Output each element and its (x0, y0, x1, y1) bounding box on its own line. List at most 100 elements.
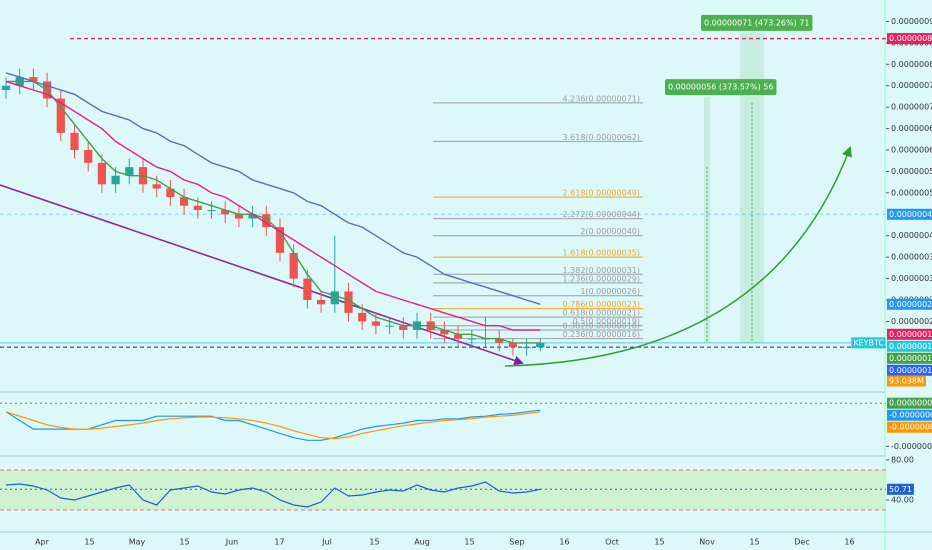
candle-body (262, 214, 271, 228)
candle-body (111, 175, 120, 185)
candle-body (152, 184, 161, 189)
x-tick-label: Jun (225, 538, 239, 547)
price-label-bg (887, 421, 932, 433)
price-label: 0.00000024 (889, 300, 932, 309)
price-label-bg (887, 483, 914, 495)
trend-line (0, 184, 524, 366)
candle-body (371, 321, 381, 326)
candle-body (193, 205, 202, 210)
symbol-label: KEYBTC (853, 338, 884, 347)
price-label-bg (887, 298, 932, 310)
fib-label: 1(0.00000026) (580, 287, 640, 296)
candle-body (453, 334, 463, 339)
candle-body (385, 325, 394, 327)
candle-body (358, 312, 367, 322)
candle-body (56, 98, 65, 133)
fib-label: 1.382(0.00000031) (563, 266, 641, 275)
candle-body (399, 325, 408, 330)
price-label: -0.00000001 (889, 411, 932, 420)
candle-body (495, 338, 504, 343)
x-tick-label: Nov (699, 538, 715, 547)
candle-body (207, 210, 216, 211)
fib-label: 1.618(0.00000035) (563, 249, 641, 258)
x-tick-label: 15 (464, 538, 474, 547)
candle-body (522, 347, 531, 349)
indicator-line (5, 411, 541, 440)
fib-label: 0.786(0.00000023) (563, 300, 641, 309)
price-label-bg (887, 364, 932, 376)
candle-body (29, 77, 38, 82)
price-label: 0.00000013 (889, 366, 932, 375)
x-tick-label: Oct (605, 538, 619, 547)
fib-label: 0.5(0.00000019) (573, 317, 640, 326)
price-label-bg (887, 208, 932, 220)
price-label: 0.00000014 (889, 354, 932, 363)
price-label: 0.00000086 (889, 34, 932, 43)
candle-body (70, 132, 79, 150)
candle-body (221, 210, 230, 215)
volume-label-bg (887, 375, 926, 387)
x-tick-label: 15 (179, 538, 189, 547)
moving-average (5, 80, 541, 331)
candle-body (467, 338, 476, 340)
candle-body (440, 330, 449, 335)
y-tick-label: 0.00000055 (891, 167, 932, 176)
price-label-bg (887, 328, 932, 340)
x-tick-label: Sep (509, 538, 524, 547)
y-tick-label: 40.00 (891, 496, 914, 505)
x-tick-label: 16 (844, 538, 854, 547)
y-tick-label: -0.00000005 (891, 442, 932, 451)
candle-body (303, 278, 312, 300)
candle-body (179, 197, 189, 206)
price-label: 0.00000000 (889, 399, 932, 408)
moving-average (6, 80, 541, 344)
x-tick-label: Apr (35, 538, 50, 547)
candle-body (508, 342, 518, 348)
x-tick-label: Aug (414, 538, 430, 547)
candle-body (275, 227, 285, 253)
price-label: 50.71 (889, 485, 912, 494)
y-tick-label: 0.00000040 (891, 231, 932, 240)
x-tick-label: 16 (559, 538, 569, 547)
target-label-bg (665, 79, 777, 96)
target-label: 0.00000056 (373.57%) 56 (668, 83, 773, 92)
fib-label: 4.236(0.00000071) (563, 94, 641, 103)
price-label: 0.00000017 (889, 330, 932, 339)
target-label-bg (701, 14, 813, 31)
back-layer (0, 20, 889, 511)
x-tick-label: 15 (654, 538, 664, 547)
fib-label: 2.618(0.00000049) (563, 189, 641, 198)
candle-body (1, 85, 11, 90)
fib-label: 2.272(0.00000044) (563, 210, 641, 219)
candle-body (97, 162, 107, 185)
price-label-bg (887, 397, 932, 409)
price-label-bg (887, 352, 932, 364)
indicator-line (5, 409, 541, 441)
fib-label: 0.382(0.00000018) (563, 322, 641, 331)
candle-body (125, 167, 134, 176)
x-tick-label: 15 (369, 538, 379, 547)
x-tick-label: 15 (749, 538, 759, 547)
target-label: 0.00000071 (473.26%) 71 (704, 18, 809, 27)
y-tick-label: 0.00000090 (891, 17, 932, 26)
moving-average (5, 72, 541, 305)
fib-label: 0.236(0.00000016) (563, 330, 641, 339)
candle-body (166, 188, 175, 198)
price-label: -0.00000001 (889, 423, 932, 432)
symbol-label-bg (851, 337, 886, 349)
y-tick-label: 80.00 (891, 456, 914, 465)
candle-body (234, 214, 244, 219)
y-tick-label: 0.00000075 (891, 81, 932, 90)
candle-body (330, 291, 339, 305)
fib-label: 0.618(0.00000021) (563, 309, 641, 318)
x-tick-label: Dec (794, 538, 809, 547)
price-label-bg (887, 33, 932, 45)
candle-body (316, 300, 326, 305)
